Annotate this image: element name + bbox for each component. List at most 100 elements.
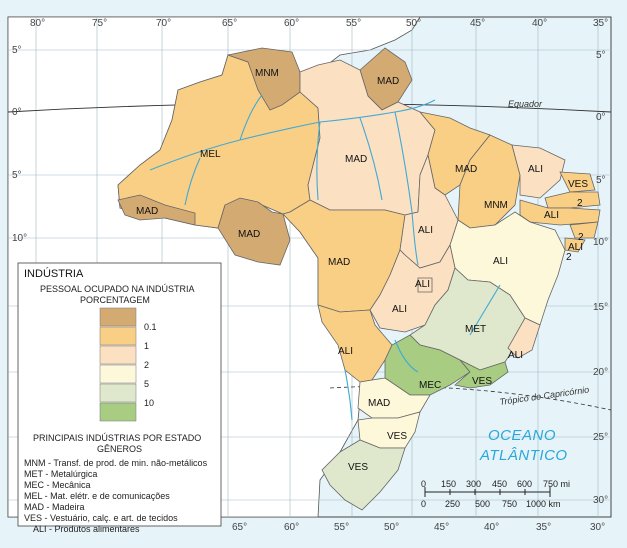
lon-top-4: 60°	[284, 18, 299, 29]
state-roraima	[226, 47, 301, 111]
state-distrito-federal	[417, 277, 433, 293]
legend-class-1: 1	[144, 341, 149, 351]
legend-swatch-top	[99, 402, 137, 422]
scale-bar: 0 150 300 450 600 750 mi 0 250 500 750 1…	[421, 479, 570, 509]
lat-right-7: 30°	[593, 495, 608, 506]
code-mato-grosso: MAD	[328, 257, 350, 268]
scale-mi-5: 750 mi	[543, 479, 570, 489]
code-bahia: ALI	[493, 256, 508, 267]
state-espirito-santo	[507, 317, 541, 359]
scale-mi-1: 150	[441, 479, 456, 489]
code-para: MAD	[345, 154, 367, 165]
code-paraiba: 2	[577, 198, 583, 209]
lat-left-3: 10°	[12, 233, 27, 244]
legend-swatch-10	[99, 383, 137, 403]
code-rio-grande-do-norte: VES	[568, 179, 588, 190]
legend-swatch-2	[99, 345, 137, 365]
state-rio-grande-do-sul	[321, 439, 406, 511]
legend-title: INDÚSTRIA	[24, 267, 84, 280]
lon-top-3: 65°	[222, 18, 237, 29]
lat-right-5: 20°	[593, 367, 608, 378]
scale-mi-2: 300	[466, 479, 481, 489]
legend-swatch-0-1	[99, 307, 137, 327]
scale-mi-4: 600	[517, 479, 532, 489]
code-sao-paulo: MEC	[419, 380, 441, 391]
lon-top-1: 75°	[92, 18, 107, 29]
state-mato-grosso-do-sul	[317, 304, 393, 383]
state-rio-de-janeiro	[454, 359, 509, 389]
legend-swatch-1	[99, 326, 137, 346]
lon-bottom-1: 60°	[284, 522, 299, 533]
code-amazonas: MEL	[200, 149, 221, 160]
lat-labels-right: 5° 0° 5° 10° 15° 20° 25° 30°	[593, 50, 608, 506]
lat-left-0: 5°	[12, 45, 22, 56]
legend-class-4: 10	[144, 398, 154, 408]
lon-bottom-0: 65°	[232, 522, 247, 533]
code-minas-gerais: MET	[465, 324, 486, 335]
state-parana	[357, 377, 431, 419]
lon-top-5: 55°	[346, 18, 361, 29]
legend-genre-title-line1: PRINCIPAIS INDÚSTRIAS POR ESTADO	[33, 433, 201, 443]
state-acre	[117, 194, 196, 226]
legend: INDÚSTRIA PESSOAL OCUPADO NA INDÚSTRIA P…	[17, 262, 222, 527]
legend-genre-3: MEL - Mat. elétr. e de comunicações	[24, 491, 170, 501]
lon-bottom-7: 30°	[590, 522, 605, 533]
legend-genre-1: MET - Metalúrgica	[24, 469, 97, 479]
code-tocantins: ALI	[418, 225, 433, 236]
code-santa-catarina: VES	[387, 431, 407, 442]
lon-top-2: 70°	[156, 18, 171, 29]
legend-genre-6: ALI - Produtos alimentares	[33, 524, 140, 534]
state-codes: MNM MAD MEL MAD MAD MAD MAD ALI MAD MNM …	[136, 68, 588, 473]
scale-km-2: 500	[475, 499, 490, 509]
legend-genre-5: VES - Vestuário, calç. e art. de tecidos	[24, 513, 178, 523]
lat-right-3: 10°	[593, 237, 608, 248]
lon-top-9: 35°	[593, 18, 608, 29]
lon-bottom-2: 55°	[334, 522, 349, 533]
legend-genre-0: MNM - Transf. de prod. de min. não-metál…	[24, 458, 208, 468]
lon-bottom-3: 50°	[384, 522, 399, 533]
code-rio-de-janeiro: VES	[472, 376, 492, 387]
lat-right-6: 25°	[593, 432, 608, 443]
legend-subtitle-line2: PORCENTAGEM	[80, 295, 150, 305]
state-alagoas	[569, 221, 599, 239]
code-rio-grande-do-sul: VES	[348, 462, 368, 473]
code-goias: ALI	[392, 304, 407, 315]
lon-top-7: 45°	[470, 18, 485, 29]
scale-km-4: 1000 km	[526, 499, 561, 509]
lat-right-2: 5°	[596, 175, 606, 186]
code-alagoas: 2	[578, 232, 584, 243]
lon-bottom-6: 35°	[536, 522, 551, 533]
code-espirito-santo: ALI	[508, 350, 523, 361]
code-mato-grosso-do-sul: ALI	[338, 346, 353, 357]
legend-genre-2: MEC - Mecânica	[24, 480, 91, 490]
code-maranhao: MAD	[455, 164, 477, 175]
code-acre: MAD	[136, 206, 158, 217]
legend-subtitle-line1: PESSOAL OCUPADO NA INDÚSTRIA	[40, 284, 195, 294]
lat-right-4: 15°	[593, 302, 608, 313]
brazil-states	[117, 47, 601, 511]
scale-mi-3: 450	[492, 479, 507, 489]
code-alagoas-region: ALI	[568, 242, 583, 253]
scale-mi-0: 0	[421, 479, 426, 489]
legend-genre-title-line2: GÊNEROS	[97, 444, 142, 454]
ocean-label-line2: ATLÂNTICO	[479, 447, 568, 464]
lon-labels-bottom: 65° 60° 55° 50° 45° 40° 35° 30°	[232, 522, 605, 533]
lon-top-6: 50°	[406, 18, 421, 29]
legend-class-3: 5	[144, 379, 149, 389]
code-parana: MAD	[368, 398, 390, 409]
lon-top-0: 80°	[30, 18, 45, 29]
scale-km-1: 250	[445, 499, 460, 509]
legend-swatch-5	[99, 364, 137, 384]
state-piaui	[457, 134, 521, 229]
ocean-label-line1: OCEANO	[488, 427, 556, 444]
scale-km-3: 750	[502, 499, 517, 509]
code-roraima: MNM	[255, 68, 279, 79]
code-distrito-federal: ALI	[415, 279, 430, 290]
legend-class-0: 0.1	[144, 322, 157, 332]
lat-left-1: 0°	[12, 107, 22, 118]
legend-class-2: 2	[144, 360, 149, 370]
lon-top-8: 40°	[532, 18, 547, 29]
lat-right-0: 5°	[596, 50, 606, 61]
rivers	[149, 94, 501, 421]
equator-label: Equador	[508, 99, 543, 109]
